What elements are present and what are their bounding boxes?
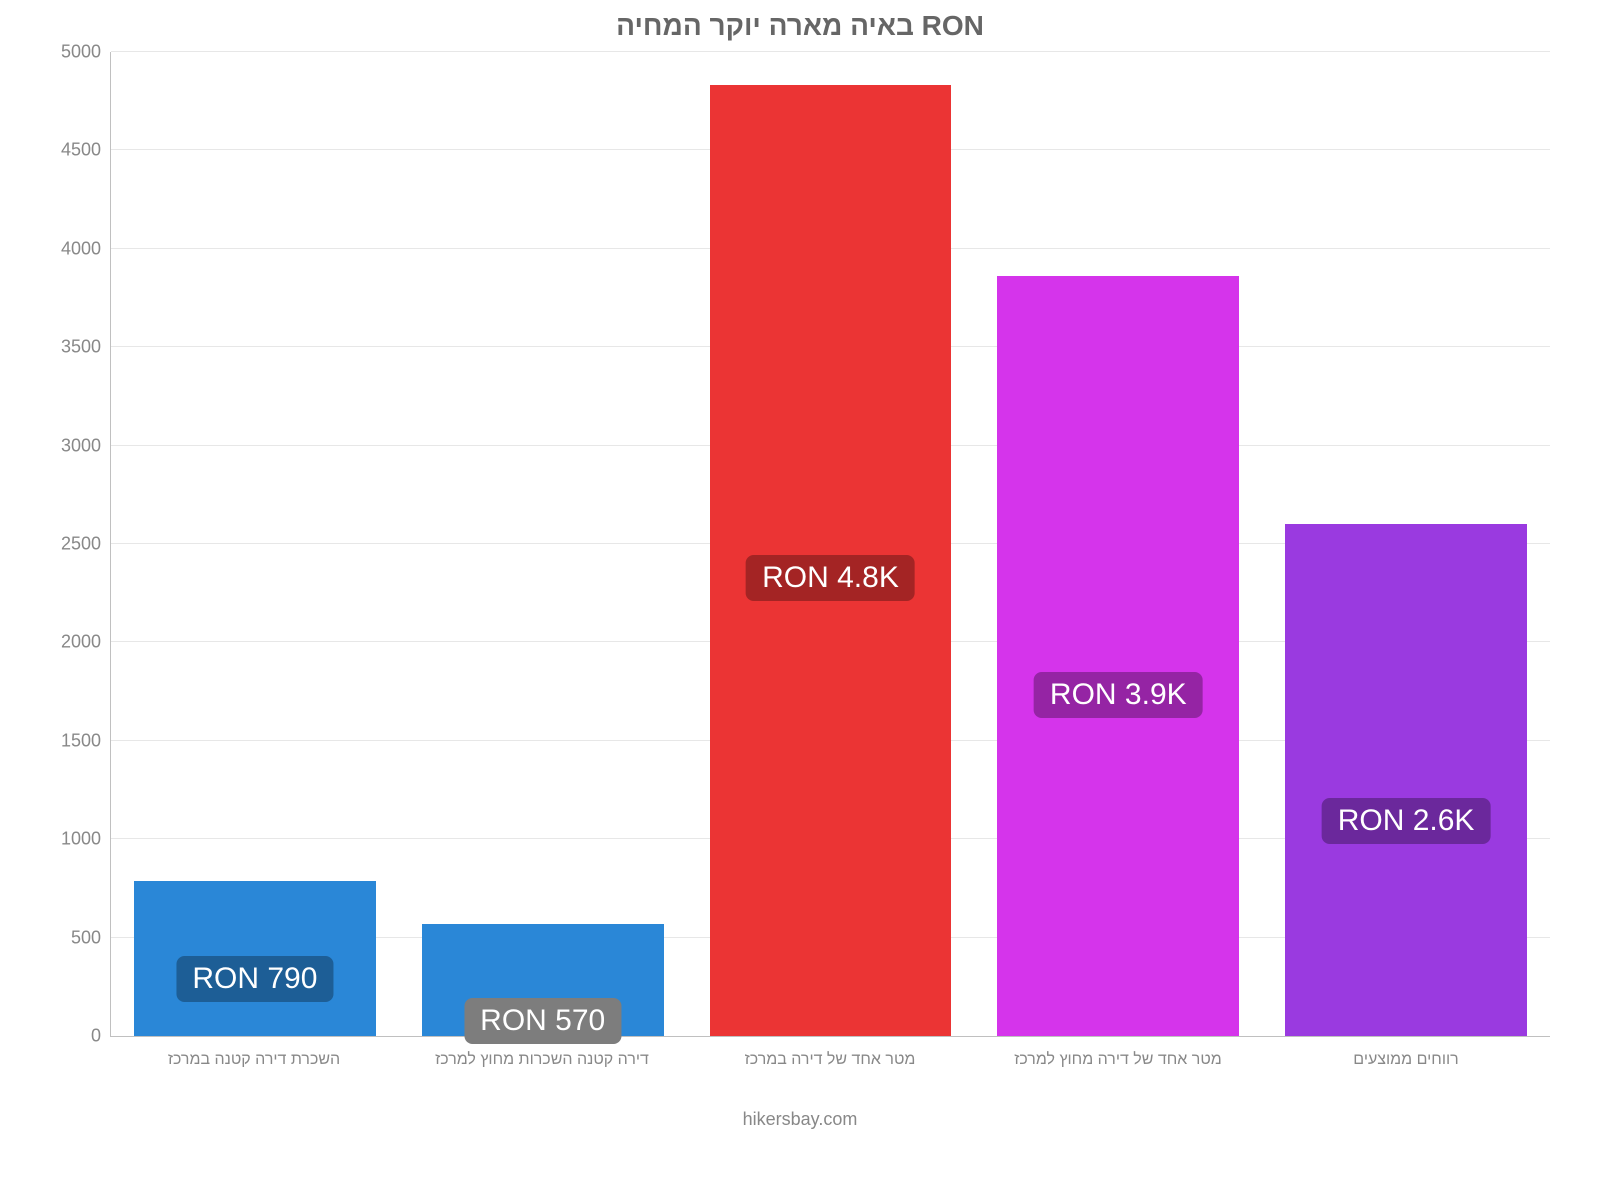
- x-axis-label: רווחים ממוצעים: [1262, 1037, 1550, 1069]
- x-axis-labels: השכרת דירה קטנה במרכזדירה קטנה השכרות מח…: [110, 1037, 1550, 1069]
- bar: RON 570: [422, 924, 664, 1036]
- bar-slot: RON 4.8K: [687, 52, 975, 1036]
- ytick-label: 4000: [61, 238, 111, 259]
- value-badge: RON 2.6K: [1322, 798, 1491, 844]
- bars-layer: RON 790 RON 570 RON 4.8K RON 3.9K RON 2.6K: [111, 52, 1550, 1036]
- bar-slot: RON 2.6K: [1262, 52, 1550, 1036]
- ytick-label: 4500: [61, 140, 111, 161]
- chart-container: באיה מארה יוקר המחיה RON RON 790RON 570R…: [50, 10, 1550, 1130]
- value-badge: RON 570: [464, 998, 621, 1044]
- x-axis-label: השכרת דירה קטנה במרכז: [110, 1037, 398, 1069]
- x-axis-label: מטר אחד של דירה מחוץ למרכז: [974, 1037, 1262, 1069]
- ytick-label: 3500: [61, 337, 111, 358]
- ytick-label: 1500: [61, 730, 111, 751]
- bar: RON 4.8K: [710, 85, 952, 1036]
- ytick-label: 3000: [61, 435, 111, 456]
- value-badge: RON 4.8K: [746, 555, 915, 601]
- bar: RON 2.6K: [1285, 524, 1527, 1036]
- plot-area: RON 790RON 570RON 4.8KRON 3.9KRON 2.6K 0…: [110, 52, 1550, 1037]
- ytick-label: 2000: [61, 632, 111, 653]
- value-badge: RON 3.9K: [1034, 672, 1203, 718]
- bar-slot: RON 790: [111, 52, 399, 1036]
- ytick-label: 5000: [61, 42, 111, 63]
- footer-credit: hikersbay.com: [50, 1109, 1550, 1130]
- ytick-label: 500: [71, 927, 111, 948]
- ytick-label: 0: [91, 1026, 111, 1047]
- x-axis-label: מטר אחד של דירה במרכז: [686, 1037, 974, 1069]
- value-badge: RON 790: [176, 956, 333, 1002]
- bar-slot: RON 570: [399, 52, 687, 1036]
- ytick-label: 2500: [61, 534, 111, 555]
- bar: RON 790: [134, 881, 376, 1036]
- chart-title: באיה מארה יוקר המחיה RON: [50, 10, 1550, 42]
- ytick-label: 1000: [61, 829, 111, 850]
- bar-slot: RON 3.9K: [974, 52, 1262, 1036]
- bar: RON 3.9K: [997, 276, 1239, 1036]
